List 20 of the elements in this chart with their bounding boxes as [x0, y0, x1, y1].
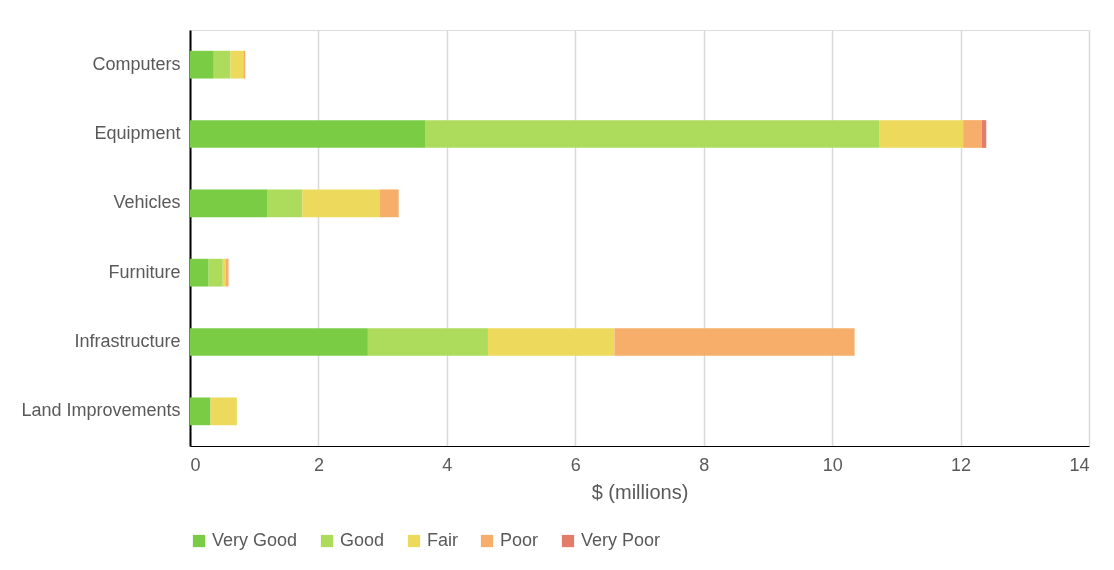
x-tick-label: 14 — [1069, 454, 1090, 475]
y-tick-label: Vehicles — [113, 192, 181, 213]
legend-label: Fair — [427, 530, 458, 550]
x-tick-label: 12 — [951, 454, 972, 475]
y-tick-label: Equipment — [94, 123, 181, 143]
y-tick-label: Land Improvements — [21, 400, 181, 421]
x-tick-label: 4 — [442, 454, 453, 475]
legend-label: Very Poor — [581, 530, 661, 550]
legend-label: Very Good — [212, 530, 298, 550]
x-tick-label: 0 — [190, 454, 201, 475]
x-tick-label: 2 — [313, 454, 324, 475]
legend-label: Poor — [500, 530, 539, 550]
x-tick-label: 8 — [699, 454, 710, 475]
y-tick-label: Furniture — [108, 261, 181, 282]
y-tick-label: Infrastructure — [74, 331, 181, 351]
y-tick-label: Computers — [92, 53, 181, 74]
legend-label: Good — [340, 530, 385, 550]
x-tick-label: 6 — [570, 454, 581, 475]
x-axis-title: $ (millions) — [591, 480, 689, 503]
x-tick-label: 10 — [822, 454, 843, 475]
